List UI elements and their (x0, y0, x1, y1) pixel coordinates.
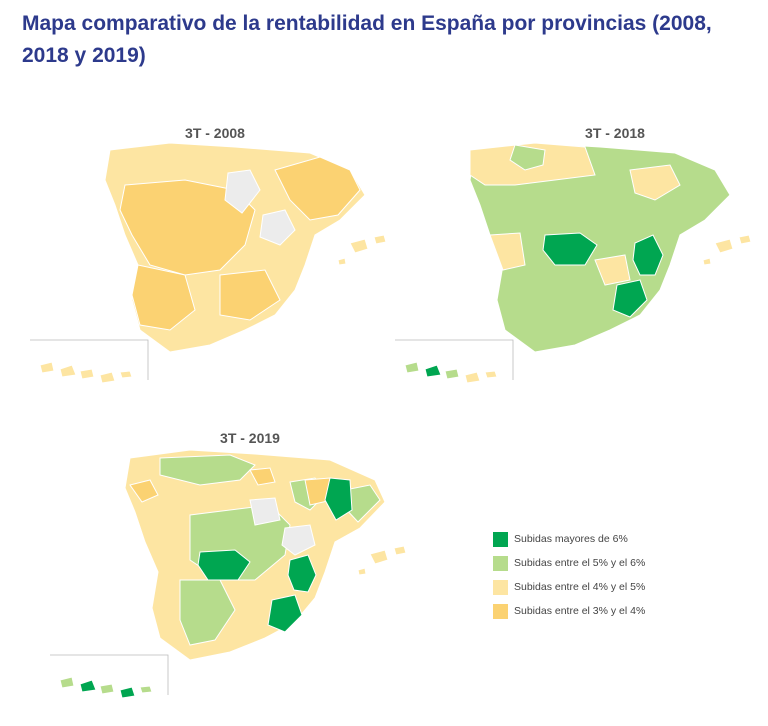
canary-3-2019 (99, 683, 115, 695)
spain-map-2018 (395, 142, 752, 384)
region-northeast-2008 (274, 156, 361, 221)
legend-item-light-yellow: Subidas entre el 4% y el 5% (493, 575, 693, 599)
legend-label: Subidas entre el 4% y el 5% (514, 581, 646, 593)
legend-label: Subidas entre el 3% y el 4% (514, 605, 646, 617)
canary-1-2018 (404, 361, 420, 374)
balearic-menorca-2008 (373, 234, 387, 245)
canary-1-2019 (59, 676, 75, 689)
canary-3-2008 (79, 368, 95, 380)
region-madrid-2019 (197, 549, 251, 581)
legend-swatch (493, 555, 508, 571)
legend-item-light-green: Subidas entre el 5% y el 6% (493, 551, 693, 575)
region-cantabria-2019 (249, 467, 276, 486)
balearic-mallorca-2018 (714, 238, 734, 254)
canary-4-2008 (99, 371, 116, 384)
balearic-menorca-2018 (738, 234, 752, 245)
region-south-center-2018 (594, 254, 631, 286)
canary-1-2008 (39, 361, 55, 374)
region-murcia-2019 (267, 594, 303, 633)
canary-4-2019 (119, 686, 136, 699)
region-north-2019 (159, 454, 256, 486)
canary-5-2018 (484, 370, 498, 379)
region-lleida-2019 (324, 477, 353, 521)
nodata-east-2008 (259, 209, 296, 246)
balearic-ibiza-2019 (357, 567, 367, 576)
page-title: Mapa comparativo de la rentabilidad en E… (22, 12, 712, 67)
legend: Subidas mayores de 6% Subidas entre el 5… (493, 527, 693, 623)
region-west-2018 (489, 232, 526, 271)
legend-swatch (493, 603, 508, 619)
map-title-2008: 3T - 2008 (185, 125, 245, 141)
legend-item-orange-yellow: Subidas entre el 3% y el 4% (493, 599, 693, 623)
spain-map-2008 (30, 142, 387, 384)
balearic-menorca-2019 (393, 545, 407, 556)
region-valencia-2019 (287, 554, 317, 593)
nodata-burgos-2019 (249, 497, 281, 526)
canary-2-2018 (424, 364, 442, 378)
spain-map-2019 (50, 449, 407, 699)
region-northeast-2018 (629, 164, 681, 201)
region-murcia-2018 (612, 279, 648, 318)
legend-label: Subidas mayores de 6% (514, 533, 628, 545)
canary-frame-2019 (50, 654, 169, 695)
legend-swatch (493, 579, 508, 595)
legend-label: Subidas entre el 5% y el 6% (514, 557, 646, 569)
balearic-ibiza-2018 (702, 257, 712, 266)
region-asturias-2018 (509, 144, 546, 171)
canary-frame-2008 (30, 339, 149, 380)
canary-2-2019 (79, 679, 97, 693)
region-madrid-2018 (542, 232, 598, 266)
balearic-mallorca-2019 (369, 549, 389, 565)
region-south-2008 (219, 269, 281, 321)
map-2008: 3T - 2008 (20, 125, 400, 395)
balearic-ibiza-2008 (337, 257, 347, 266)
canary-frame-2018 (395, 339, 514, 380)
nodata-north-2008 (224, 169, 261, 214)
nodata-teruel-2019 (281, 524, 316, 556)
canary-2-2008 (59, 364, 77, 378)
map-2019: 3T - 2019 (40, 430, 420, 710)
canary-3-2018 (444, 368, 460, 380)
legend-item-dark-green: Subidas mayores de 6% (493, 527, 693, 551)
canary-4-2018 (464, 371, 481, 384)
map-2018: 3T - 2018 (385, 125, 765, 395)
legend-swatch (493, 531, 508, 547)
canary-5-2008 (119, 370, 133, 379)
region-galicia-2019 (129, 479, 159, 503)
map-title-2018: 3T - 2018 (585, 125, 645, 141)
map-title-2019: 3T - 2019 (220, 430, 280, 446)
region-southwest-2008 (131, 264, 196, 331)
balearic-mallorca-2008 (349, 238, 369, 254)
canary-5-2019 (139, 685, 153, 694)
region-center-2008 (119, 179, 256, 276)
region-valencia-2018 (632, 234, 664, 276)
